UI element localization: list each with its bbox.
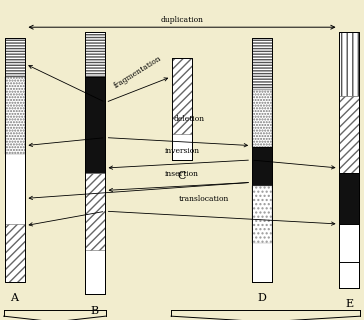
Text: insertion: insertion	[165, 170, 199, 178]
Bar	[252, 38, 272, 90]
Text: D: D	[258, 293, 266, 303]
Bar	[172, 58, 192, 134]
Bar	[85, 32, 105, 77]
Text: B: B	[91, 306, 99, 316]
Bar	[340, 32, 360, 288]
Bar	[85, 77, 105, 173]
Bar	[340, 32, 360, 288]
Bar	[252, 147, 272, 186]
Bar	[85, 32, 105, 294]
Bar	[4, 38, 25, 77]
Bar	[252, 186, 272, 243]
Text: E: E	[345, 299, 353, 309]
Bar	[252, 38, 272, 282]
Bar	[340, 32, 360, 96]
Bar	[252, 38, 272, 282]
Bar	[340, 262, 360, 288]
Text: fragmentation: fragmentation	[113, 54, 163, 90]
Bar	[4, 38, 25, 282]
Bar	[4, 224, 25, 282]
Text: C: C	[178, 171, 186, 181]
Text: inversion: inversion	[165, 147, 199, 155]
Bar	[4, 38, 25, 282]
Bar	[340, 173, 360, 224]
Text: duplication: duplication	[161, 16, 203, 24]
Text: deletion: deletion	[174, 115, 205, 123]
Text: A: A	[11, 293, 19, 303]
Bar	[85, 32, 105, 294]
Bar	[252, 90, 272, 147]
Text: translocation: translocation	[179, 195, 229, 203]
Bar	[85, 173, 105, 250]
Bar	[172, 58, 192, 160]
Bar	[340, 96, 360, 173]
Bar	[172, 58, 192, 160]
Bar	[4, 77, 25, 154]
